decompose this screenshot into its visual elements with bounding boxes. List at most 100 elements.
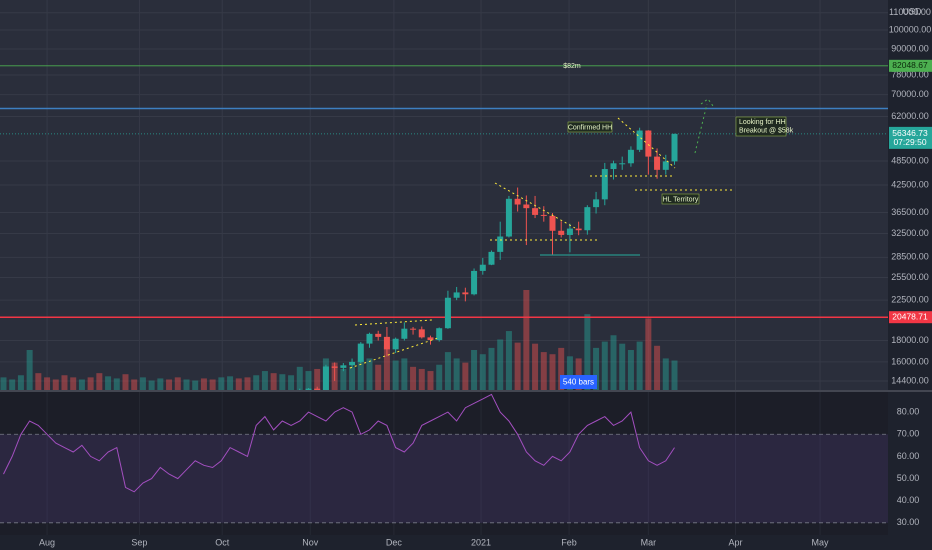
y-tick-label: 25500.00 (891, 272, 929, 282)
volume-bar (601, 341, 608, 390)
y-tick-label: 100000.00 (889, 24, 932, 34)
volume-bar (427, 371, 434, 390)
y-tick-label: 36500.00 (891, 207, 929, 217)
volume-bar (349, 366, 356, 390)
y-tick-label: 16000.00 (891, 356, 929, 366)
price-pane (0, 0, 888, 390)
candle-body (331, 366, 338, 368)
trend-line (349, 337, 439, 369)
volume-bar (235, 378, 242, 390)
volume-bar (174, 377, 181, 390)
volume-bar (593, 347, 600, 390)
volume-bar (479, 354, 486, 390)
candle-body (392, 338, 399, 350)
rsi-tick-label: 30.00 (897, 517, 920, 527)
candle-body (514, 198, 521, 205)
bars-count: 540 bars (563, 378, 594, 387)
volume-bar (505, 331, 512, 390)
volume-bar (157, 378, 164, 390)
x-tick-label: 2021 (471, 537, 491, 547)
volume-bar (619, 343, 626, 390)
volume-bar (70, 377, 77, 390)
candle-body (375, 333, 382, 337)
price-axis (888, 0, 932, 550)
candle-body (410, 328, 417, 330)
candle-body (627, 149, 634, 164)
rsi-line (3, 393, 675, 493)
volume-bar (627, 350, 634, 390)
y-tick-label: 62000.00 (891, 111, 929, 121)
volume-bar (113, 378, 120, 390)
candle-body (575, 228, 582, 231)
annotation-box (661, 193, 700, 205)
volume-bar (131, 379, 138, 390)
price-label-box (889, 311, 932, 324)
x-tick-label: Aug (39, 537, 55, 547)
candle-body (558, 230, 565, 235)
candle-body (383, 336, 390, 350)
volume-bar (462, 362, 469, 390)
candle-body (453, 292, 460, 298)
volume-bar (209, 379, 216, 390)
volume-bar (671, 360, 678, 390)
volume-bar (9, 379, 16, 390)
volume-bar (244, 377, 251, 390)
candle-body (314, 388, 321, 390)
price-label-box (889, 59, 932, 72)
candle-body (619, 163, 626, 165)
x-tick-label: Oct (215, 537, 230, 547)
rsi-pane (0, 392, 888, 535)
volume-bar (305, 371, 312, 390)
annotation: $82m (563, 63, 581, 70)
candle-body (366, 333, 373, 344)
candle-body (523, 204, 530, 209)
hline-layer (0, 65, 888, 318)
candle-body (357, 343, 364, 362)
volume-bar (471, 350, 478, 390)
volume-bar (218, 377, 225, 390)
candle-body (462, 292, 469, 295)
volume-bar (566, 356, 573, 390)
annotation: Breakout @ $58k (739, 127, 794, 134)
price-label: 20478.71 (892, 311, 928, 321)
volume-bar (636, 341, 643, 390)
volume-bar (227, 376, 234, 390)
projection-arrow (694, 103, 708, 154)
candle-body (444, 297, 451, 329)
candle-body (479, 264, 486, 271)
volume-bar (418, 368, 425, 390)
volume-bar (645, 318, 652, 390)
volume-bar (296, 366, 303, 390)
y-tick-label: 14400.00 (891, 375, 929, 385)
volume-bar (26, 350, 33, 390)
axis-labels: Aug Sep Oct Nov Dec 2021 Feb Mar Apr May 110000.00… (39, 7, 932, 547)
candle-body (488, 251, 495, 265)
y-tick-label: 18000.00 (891, 335, 929, 345)
candle-body (322, 366, 329, 390)
annotation-box (735, 116, 787, 137)
volume-bar (261, 371, 268, 390)
volume-bar (366, 358, 373, 390)
volume-bar (288, 375, 295, 390)
volume-bar (105, 376, 112, 390)
candle-body (601, 169, 608, 200)
y-tick-label: 28500.00 (891, 252, 929, 262)
volume-bar (662, 358, 669, 390)
volume-bar (540, 352, 547, 390)
time-axis (0, 535, 888, 550)
candle-body (505, 198, 512, 237)
candle-body (645, 130, 652, 157)
volume-bar (340, 368, 347, 390)
rsi-tick-label: 60.00 (897, 451, 920, 461)
volume-bar (44, 377, 51, 390)
x-tick-label: Feb (561, 537, 577, 547)
volume-bar (375, 364, 382, 390)
candle-body (549, 215, 556, 231)
annotation: Confirmed HH (568, 124, 612, 131)
candle-body (662, 161, 669, 170)
y-tick-label: 90000.00 (891, 43, 929, 53)
currency-label: USD (902, 6, 922, 16)
candle-body (566, 228, 573, 235)
volume-bar (148, 380, 155, 390)
